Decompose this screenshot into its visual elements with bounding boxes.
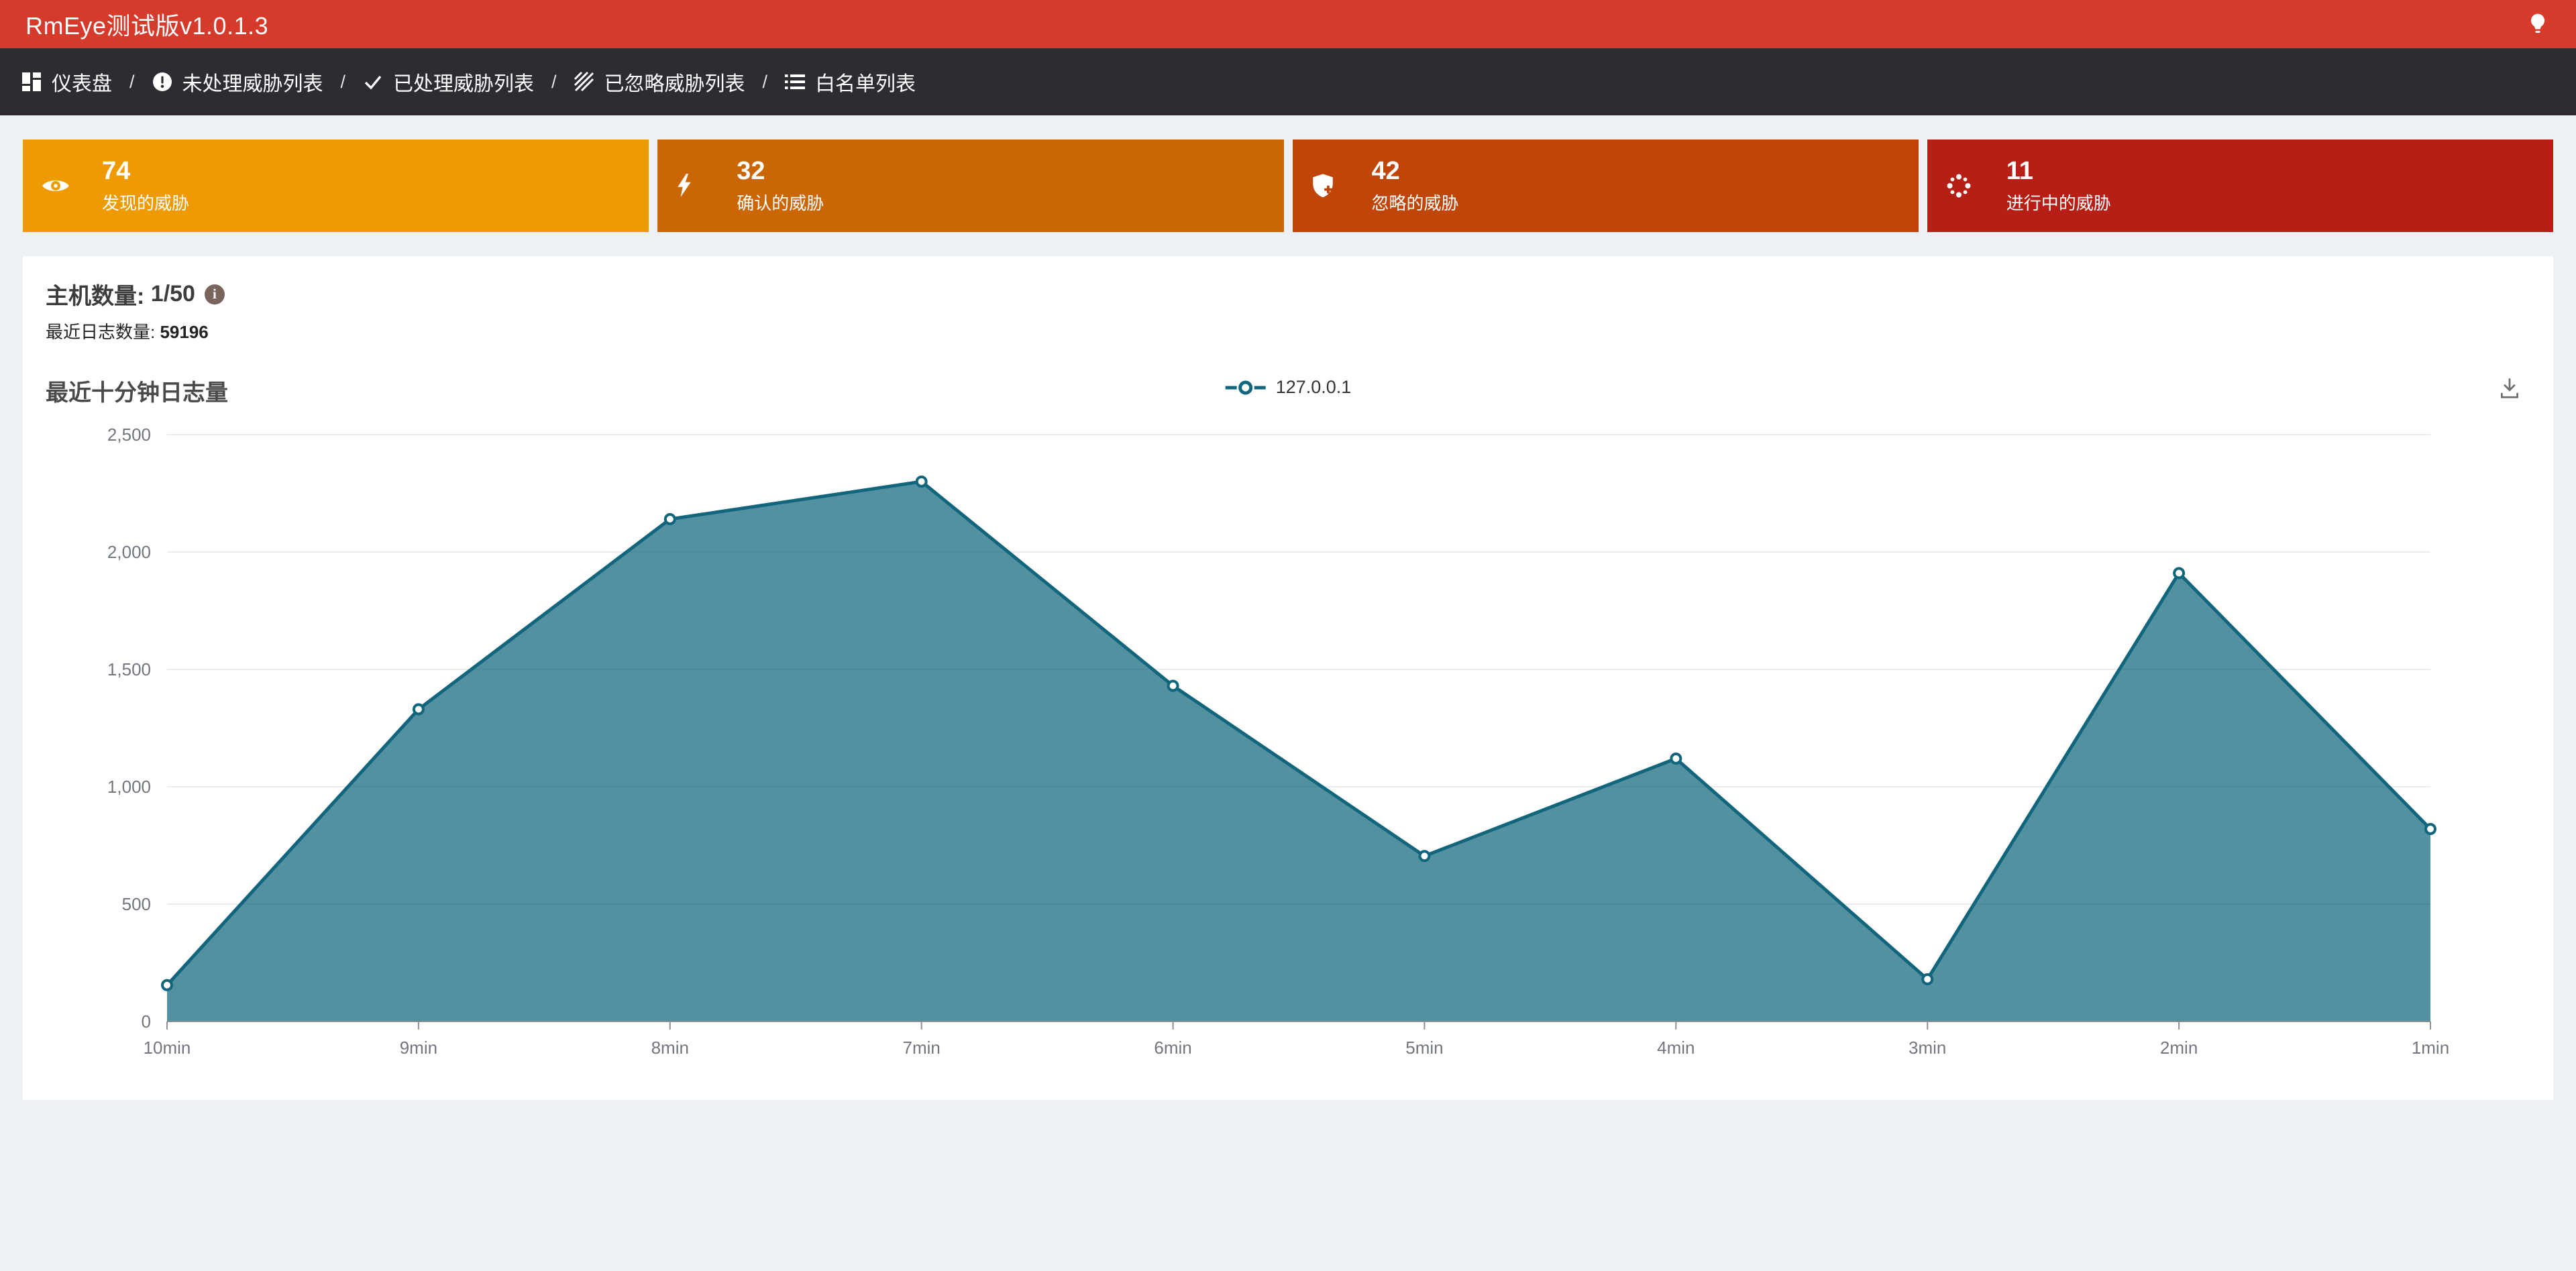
- stat-card-discovered-threats: 74 发现的威胁: [23, 140, 649, 232]
- exclamation-circle-icon: [152, 72, 172, 91]
- y-axis-label: 500: [122, 894, 151, 914]
- stat-label: 确认的威胁: [737, 193, 824, 213]
- nav-item-dashboard[interactable]: 仪表盘: [21, 67, 112, 97]
- data-point-marker[interactable]: [412, 703, 425, 716]
- app-title: RmEye测试版v1.0.1.3: [25, 12, 269, 40]
- nav-item-label: 已忽略威胁列表: [604, 73, 745, 95]
- data-point-marker[interactable]: [915, 476, 928, 488]
- nav-item-unhandled-threats[interactable]: 未处理威胁列表: [152, 67, 323, 97]
- nav-item-whitelist[interactable]: 白名单列表: [785, 67, 916, 97]
- log-count-label: 最近日志数量:: [46, 322, 156, 342]
- data-point-marker[interactable]: [2173, 567, 2186, 579]
- area-fill: [167, 482, 2430, 1021]
- x-axis-label: 3min: [1909, 1038, 1946, 1058]
- host-count-label: 主机数量:: [46, 284, 145, 309]
- stat-card-confirmed-threats: 32 确认的威胁: [657, 140, 1284, 232]
- y-axis-label: 0: [142, 1011, 151, 1032]
- data-point-marker[interactable]: [161, 979, 173, 991]
- nav-item-label: 仪表盘: [52, 73, 112, 95]
- y-axis-label: 1,500: [107, 659, 151, 679]
- stat-card-inprogress-threats: 11 进行中的威胁: [1927, 140, 2553, 232]
- y-axis-label: 1,000: [107, 777, 151, 797]
- shield-plus-icon: [1311, 173, 1350, 199]
- list-icon: [785, 74, 806, 89]
- breadcrumb-separator: /: [551, 71, 557, 92]
- stat-value: 74: [102, 157, 131, 185]
- nav-item-ignored-threats[interactable]: 已忽略威胁列表: [574, 67, 745, 97]
- x-axis-label: 9min: [400, 1038, 437, 1058]
- host-count-value: 1/50: [150, 281, 195, 307]
- chart-legend-item[interactable]: 127.0.0.1: [1225, 377, 1352, 398]
- spinner-icon: [1946, 173, 1985, 199]
- x-axis-label: 1min: [2412, 1038, 2449, 1058]
- breadcrumb-separator: /: [762, 71, 768, 92]
- data-point-marker[interactable]: [663, 513, 676, 525]
- stat-label: 忽略的威胁: [1371, 193, 1459, 213]
- data-point-marker[interactable]: [1418, 850, 1431, 863]
- y-axis-label: 2,000: [107, 542, 151, 562]
- y-axis-label: 2,500: [107, 425, 151, 445]
- data-point-marker[interactable]: [1921, 973, 1934, 985]
- nav-item-label: 未处理威胁列表: [182, 73, 323, 95]
- data-point-marker[interactable]: [2424, 823, 2436, 835]
- legend-line-marker-icon: [1225, 380, 1266, 394]
- chart-title: 最近十分钟日志量: [46, 380, 228, 406]
- stat-value: 42: [1371, 157, 1400, 185]
- x-axis-label: 5min: [1405, 1038, 1443, 1058]
- breadcrumb-separator: /: [129, 71, 135, 92]
- stat-card-row: 74 发现的威胁 32 确认的威胁 42 忽略的威胁: [23, 140, 2553, 232]
- lightning-icon: [676, 174, 715, 198]
- dashboard-icon: [22, 72, 41, 91]
- data-point-marker[interactable]: [1670, 753, 1682, 765]
- data-point-marker[interactable]: [1167, 679, 1179, 692]
- stat-card-ignored-threats: 42 忽略的威胁: [1292, 140, 1919, 232]
- lightbulb-icon[interactable]: [2528, 13, 2548, 36]
- legend-series-label: 127.0.0.1: [1275, 377, 1352, 397]
- x-axis-label: 6min: [1154, 1038, 1191, 1058]
- nav-item-label: 已处理威胁列表: [393, 73, 535, 95]
- stat-value: 11: [2006, 157, 2033, 185]
- dashboard-panel: 主机数量: 1/50 i 最近日志数量: 59196 最近十分钟日志量 127.…: [23, 256, 2553, 1100]
- breadcrumb-nav: 仪表盘 / 未处理威胁列表 / 已处理威胁列表 / 已忽略威胁列表 /: [0, 48, 2576, 115]
- x-axis-label: 2min: [2160, 1038, 2198, 1058]
- save-as-image-icon[interactable]: [2497, 376, 2522, 404]
- x-axis-label: 4min: [1657, 1038, 1695, 1058]
- stat-label: 发现的威胁: [102, 193, 190, 213]
- x-axis-label: 10min: [144, 1038, 191, 1058]
- log-count-value: 59196: [160, 322, 209, 342]
- x-axis-label: 8min: [651, 1038, 689, 1058]
- check-icon: [364, 75, 382, 90]
- nav-item-label: 白名单列表: [815, 73, 916, 95]
- diagonal-stripes-icon: [574, 72, 594, 92]
- eye-icon: [42, 176, 80, 195]
- stat-label: 进行中的威胁: [2006, 193, 2111, 213]
- log-volume-area-chart[interactable]: 0 500 1,000 1,500 2,000 2,500 10min 9min 8min 7mi…: [23, 410, 2553, 1074]
- app-header: RmEye测试版v1.0.1.3: [0, 0, 2576, 48]
- info-icon[interactable]: i: [204, 284, 225, 305]
- x-axis-label: 7min: [902, 1038, 940, 1058]
- stat-value: 32: [737, 157, 765, 185]
- nav-item-handled-threats[interactable]: 已处理威胁列表: [363, 67, 534, 97]
- series-line: [166, 480, 2432, 987]
- breadcrumb-separator: /: [340, 71, 346, 92]
